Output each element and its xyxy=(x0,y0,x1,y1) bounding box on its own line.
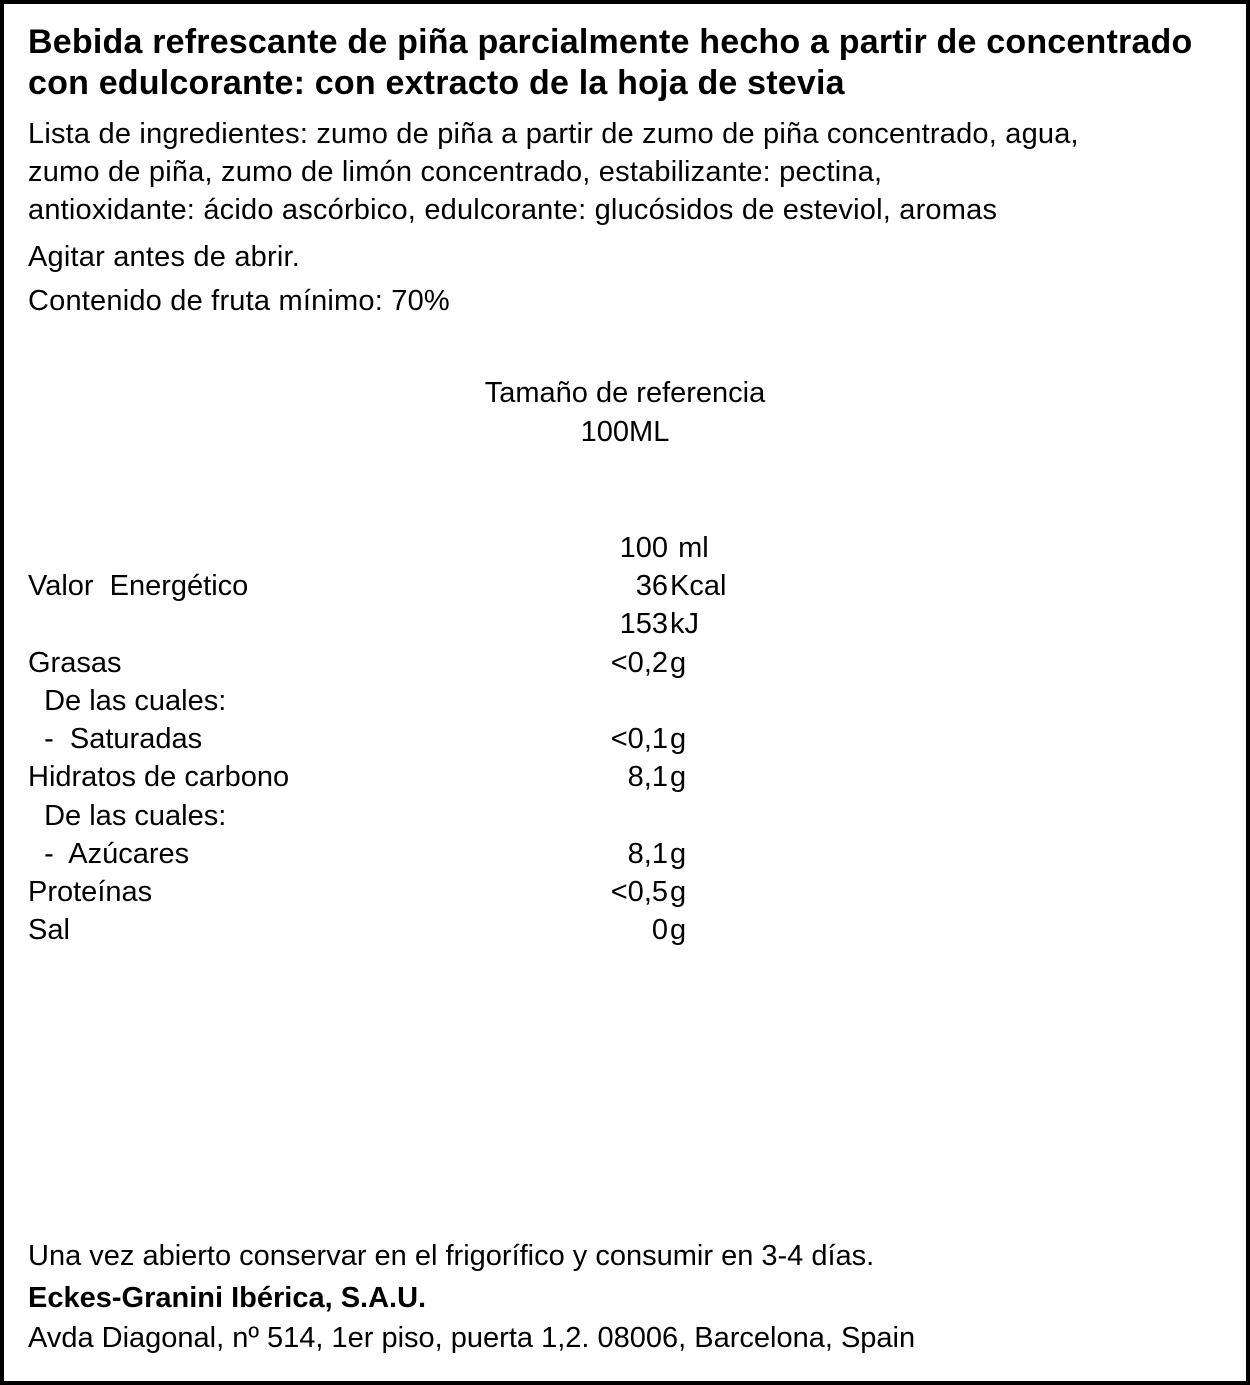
table-row: De las cuales: xyxy=(28,797,1222,835)
table-row: - Saturadas<0,1g xyxy=(28,720,1222,758)
ingredients-line: Lista de ingredientes: zumo de piña a pa… xyxy=(28,115,1222,153)
storage-instruction: Una vez abierto conservar en el frigoríf… xyxy=(28,1240,874,1273)
nutrient-value: 8,1 xyxy=(588,835,668,873)
reference-size-block: Tamaño de referencia 100ML xyxy=(28,374,1222,451)
table-row: 153kJ xyxy=(28,605,1222,643)
reference-label: Tamaño de referencia xyxy=(28,374,1222,412)
table-header-value: 100 xyxy=(588,529,668,567)
table-header-unit: ml xyxy=(668,529,709,567)
fruit-content: Contenido de fruta mínimo: 70% xyxy=(28,282,1222,320)
nutrient-unit xyxy=(668,682,670,720)
table-row: Valor Energético36Kcal xyxy=(28,567,1222,605)
nutrient-label xyxy=(28,605,588,643)
table-row: - Azúcares8,1g xyxy=(28,835,1222,873)
nutrient-value: 0 xyxy=(588,911,668,949)
nutrition-table: 100 ml Valor Energético36Kcal153kJGrasas… xyxy=(28,529,1222,950)
table-row: Proteínas<0,5g xyxy=(28,873,1222,911)
nutrient-unit: g xyxy=(668,644,686,682)
nutrient-label: Sal xyxy=(28,911,588,949)
nutrient-label: Proteínas xyxy=(28,873,588,911)
nutrient-label: - Saturadas xyxy=(28,720,588,758)
nutrient-unit: g xyxy=(668,873,686,911)
ingredients-line: antioxidante: ácido ascórbico, edulcoran… xyxy=(28,191,1222,229)
table-row: Sal0g xyxy=(28,911,1222,949)
nutrient-value xyxy=(588,682,668,720)
nutrient-value: <0,1 xyxy=(588,720,668,758)
nutrient-unit: g xyxy=(668,835,686,873)
table-header-blank xyxy=(28,529,588,567)
manufacturer-block: Eckes-Granini Ibérica, S.A.U. Avda Diago… xyxy=(28,1278,915,1359)
table-row: De las cuales: xyxy=(28,682,1222,720)
table-row: Hidratos de carbono8,1g xyxy=(28,758,1222,796)
nutrient-label: - Azúcares xyxy=(28,835,588,873)
nutrient-value: 8,1 xyxy=(588,758,668,796)
nutrient-unit: g xyxy=(668,911,686,949)
table-row: Grasas<0,2g xyxy=(28,644,1222,682)
nutrient-label: De las cuales: xyxy=(28,682,588,720)
manufacturer-address: Avda Diagonal, nº 514, 1er piso, puerta … xyxy=(28,1318,915,1359)
product-title: Bebida refrescante de piña parcialmente … xyxy=(28,22,1222,105)
manufacturer-name: Eckes-Granini Ibérica, S.A.U. xyxy=(28,1278,915,1319)
nutrient-value: 153 xyxy=(588,605,668,643)
nutrient-unit: g xyxy=(668,758,686,796)
nutrient-value: 36 xyxy=(588,567,668,605)
shake-instruction: Agitar antes de abrir. xyxy=(28,238,1222,276)
nutrient-value xyxy=(588,797,668,835)
nutrient-unit: Kcal xyxy=(668,567,726,605)
nutrient-unit: g xyxy=(668,720,686,758)
nutrient-label: De las cuales: xyxy=(28,797,588,835)
nutrient-unit xyxy=(668,797,670,835)
ingredients-list: Lista de ingredientes: zumo de piña a pa… xyxy=(28,115,1222,230)
table-header-row: 100 ml xyxy=(28,529,1222,567)
nutrient-unit: kJ xyxy=(668,605,699,643)
nutrient-label: Hidratos de carbono xyxy=(28,758,588,796)
nutrition-panel: Bebida refrescante de piña parcialmente … xyxy=(0,0,1250,1385)
ingredients-line: zumo de piña, zumo de limón concentrado,… xyxy=(28,153,1222,191)
reference-size: 100ML xyxy=(28,413,1222,451)
nutrient-value: <0,5 xyxy=(588,873,668,911)
nutrient-value: <0,2 xyxy=(588,644,668,682)
nutrient-label: Grasas xyxy=(28,644,588,682)
nutrient-label: Valor Energético xyxy=(28,567,588,605)
